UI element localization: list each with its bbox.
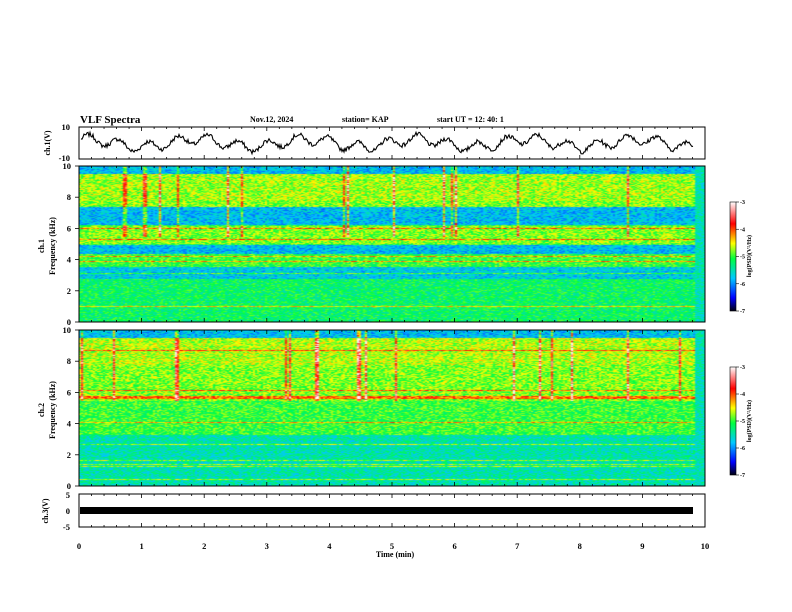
ch1-colorbar: -3 -4 -5 -6 -7 log(PSD)(V²/Hz) <box>729 200 753 315</box>
ch2-spectrogram-panel: 0 2 4 6 8 10 ch.2 Frequency (kHz) <box>37 325 706 491</box>
colorbar-tick-label: -7 <box>740 309 745 315</box>
ch1-waveform-time-ticks <box>78 127 706 159</box>
ch1-ytick-top: 10 <box>62 122 71 132</box>
frequency-tick-label: 0 <box>67 481 71 491</box>
ch1-waveform-panel: 10 -10 ch.1(V) <box>43 122 706 163</box>
time-tick-label: 6 <box>452 541 456 551</box>
ch3-waveform-panel: 5 0 -5 ch.3(V) 0 1 2 3 4 5 6 7 8 9 10 Time (min) <box>41 490 709 559</box>
ch2-spectrogram-time-ticks <box>78 330 706 486</box>
ch3-waveform-time-ticks <box>78 494 706 527</box>
time-tick-label: 4 <box>327 541 332 551</box>
ch1-channel-label: ch.1 <box>37 239 46 253</box>
frequency-tick-label: 2 <box>67 450 71 460</box>
colorbar-tick-label: -7 <box>740 473 745 479</box>
frequency-tick-label: 6 <box>67 223 71 233</box>
colorbar-tick-label: -3 <box>740 200 745 206</box>
colorbar-tick-label: -5 <box>740 255 745 261</box>
ch1-ylabel: ch.1(V) <box>43 130 52 155</box>
time-tick-label: 0 <box>77 541 81 551</box>
frequency-tick-label: 6 <box>67 387 71 397</box>
ch1-frequency-ticks: 0 2 4 6 8 10 <box>63 161 79 327</box>
ch3-ytick-top: 5 <box>66 490 70 500</box>
ch2-colorbar: -3 -4 -5 -6 -7 log(PSD)(V²/Hz) <box>729 365 753 479</box>
frequency-tick-label: 10 <box>63 325 72 335</box>
ch2-spectrogram-image <box>79 330 705 486</box>
colorbar-tick-label: -6 <box>740 446 745 452</box>
colorbar-tick-label: -4 <box>740 227 745 233</box>
time-tick-label: 2 <box>202 541 206 551</box>
date-label: Nov.12, 2024 <box>250 115 293 124</box>
frequency-tick-label: 8 <box>67 192 71 202</box>
figure-title: VLF Spectra <box>80 114 141 126</box>
colorbar-tick-label: -6 <box>740 282 745 288</box>
ch1-colorbar-label: log(PSD)(V²/Hz) <box>746 235 753 277</box>
ch2-colorbar-gradient <box>729 366 737 476</box>
frequency-tick-label: 4 <box>67 255 72 265</box>
time-tick-label: 10 <box>701 541 710 551</box>
ch1-spectrogram-image <box>79 166 705 322</box>
ch1-spectrogram-panel: 0 2 4 6 8 10 ch.1 Frequency (kHz) <box>37 161 706 327</box>
ch2-frequency-ticks: 0 2 4 6 8 10 <box>63 325 79 491</box>
ch1-frequency-label: Frequency (kHz) <box>48 217 57 275</box>
frequency-tick-label: 8 <box>67 356 71 366</box>
time-tick-label: 7 <box>515 541 520 551</box>
ch3-ytick-mid: 0 <box>66 506 70 516</box>
colorbar-tick-label: -5 <box>740 419 745 425</box>
time-axis-label: Time (min) <box>376 550 415 559</box>
ch1-colorbar-ticks: -3 -4 -5 -6 -7 <box>736 200 745 315</box>
ch1-waveform-trace <box>80 130 694 156</box>
ch1-ytick-bottom: -10 <box>59 153 70 163</box>
frequency-tick-label: 10 <box>63 161 72 171</box>
time-tick-label: 5 <box>390 541 394 551</box>
frequency-tick-label: 2 <box>67 286 71 296</box>
station-label: station= KAP <box>342 115 389 124</box>
start-time-label: start UT = 12: 40: 1 <box>437 115 504 124</box>
time-tick-label: 3 <box>265 541 269 551</box>
colorbar-tick-label: -4 <box>740 392 745 398</box>
colorbar-tick-label: -3 <box>740 365 745 371</box>
ch2-frequency-label: Frequency (kHz) <box>48 381 57 439</box>
time-tick-label: 9 <box>640 541 644 551</box>
ch2-colorbar-ticks: -3 -4 -5 -6 -7 <box>736 365 745 479</box>
ch3-waveform-trace <box>80 507 693 514</box>
ch3-ytick-bottom: -5 <box>63 522 70 532</box>
ch1-spectrogram-time-ticks <box>78 166 706 322</box>
ch2-colorbar-label: log(PSD)(V²/Hz) <box>746 400 753 442</box>
ch1-colorbar-gradient <box>729 201 737 312</box>
time-axis-tick-labels: 0 1 2 3 4 5 6 7 8 9 10 <box>77 541 709 551</box>
ch2-channel-label: ch.2 <box>37 403 46 417</box>
ch3-ylabel: ch.3(V) <box>41 498 50 523</box>
time-tick-label: 8 <box>578 541 582 551</box>
time-tick-label: 1 <box>139 541 143 551</box>
frequency-tick-label: 4 <box>67 419 72 429</box>
ch1-waveform-frame <box>78 126 706 160</box>
frequency-tick-label: 0 <box>67 317 71 327</box>
